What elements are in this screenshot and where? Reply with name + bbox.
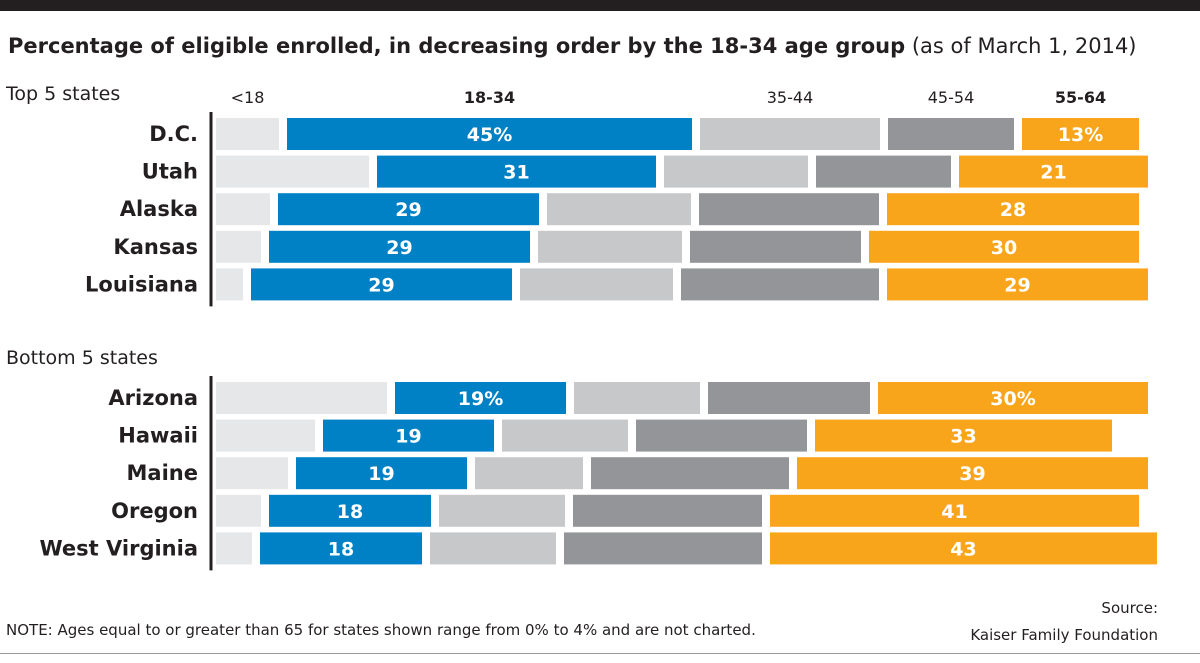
data-label-hawaii-55-64: 33 <box>950 426 976 448</box>
bar-d-c-18 <box>216 118 279 150</box>
top-rule <box>0 0 1200 11</box>
data-label-oregon-18-34: 18 <box>337 501 363 523</box>
bar-louisiana-55-64 <box>887 268 1148 301</box>
age-header-18: <18 <box>231 88 265 107</box>
data-label-d-c-18-34: 45% <box>467 124 512 146</box>
bar-kansas-18 <box>216 230 261 263</box>
bar-hawaii-35-44 <box>502 419 628 452</box>
age-header-45-54: 45-54 <box>928 88 975 107</box>
data-label-maine-55-64: 39 <box>959 463 985 485</box>
state-label-d-c: D.C. <box>149 122 198 146</box>
bar-arizona-55-64 <box>878 382 1148 414</box>
age-header-55-64: 55-64 <box>1055 88 1106 107</box>
source-heading: Source: <box>1101 599 1158 617</box>
data-label-arizona-18-34: 19% <box>458 388 503 410</box>
bar-maine-45-54 <box>591 457 789 490</box>
bar-utah-18 <box>216 155 369 188</box>
bar-hawaii-18 <box>216 419 315 452</box>
data-label-utah-18-34: 31 <box>503 162 529 184</box>
bar-louisiana-35-44 <box>520 268 673 301</box>
data-label-west-virginia-55-64: 43 <box>950 538 976 560</box>
bar-utah-55-64 <box>959 155 1148 188</box>
bar-d-c-45-54 <box>888 118 1014 150</box>
bar-utah-35-44 <box>664 155 808 188</box>
bar-maine-35-44 <box>475 457 583 490</box>
bar-alaska-45-54 <box>699 193 879 226</box>
group-label-bottom: Bottom 5 states <box>6 347 158 369</box>
source-name: Kaiser Family Foundation <box>970 626 1158 644</box>
data-label-louisiana-55-64: 29 <box>1004 274 1030 296</box>
bar-west-virginia-18-34 <box>260 532 422 565</box>
age-header-35-44: 35-44 <box>767 88 814 107</box>
bar-d-c-55-64 <box>1022 118 1139 150</box>
bar-hawaii-55-64 <box>815 419 1112 452</box>
bar-louisiana-45-54 <box>681 268 879 301</box>
bar-louisiana-18-34 <box>251 268 512 301</box>
bar-arizona-35-44 <box>574 382 700 414</box>
bar-arizona-18-34 <box>395 382 566 414</box>
state-label-oregon: Oregon <box>111 499 198 523</box>
data-label-louisiana-18-34: 29 <box>368 274 394 296</box>
group-label-top: Top 5 states <box>6 83 121 105</box>
data-label-hawaii-18-34: 19 <box>395 426 421 448</box>
state-label-alaska: Alaska <box>120 197 198 221</box>
title-main: Percentage of eligible enrolled, in decr… <box>8 34 906 58</box>
bar-maine-18 <box>216 457 288 490</box>
bar-arizona-45-54 <box>708 382 870 414</box>
bar-alaska-35-44 <box>547 193 691 226</box>
state-label-west-virginia: West Virginia <box>40 536 199 560</box>
bar-west-virginia-45-54 <box>564 532 762 565</box>
data-label-kansas-18-34: 29 <box>386 237 412 259</box>
bar-louisiana-18 <box>216 268 243 301</box>
title-sub: (as of March 1, 2014) <box>911 34 1137 58</box>
footnote: NOTE: Ages equal to or greater than 65 f… <box>6 621 756 639</box>
bar-maine-18-34 <box>296 457 467 490</box>
data-label-d-c-55-64: 13% <box>1058 124 1103 146</box>
bar-hawaii-18-34 <box>323 419 494 452</box>
source-credit: Source: Kaiser Family Foundation <box>970 595 1158 649</box>
bar-west-virginia-55-64 <box>770 532 1157 565</box>
bar-maine-55-64 <box>797 457 1148 490</box>
bar-d-c-18-34 <box>287 118 692 150</box>
bar-kansas-55-64 <box>869 230 1139 263</box>
data-label-oregon-55-64: 41 <box>941 501 967 523</box>
state-label-hawaii: Hawaii <box>118 424 198 448</box>
state-label-kansas: Kansas <box>113 235 198 259</box>
bar-oregon-18-34 <box>269 494 431 527</box>
bar-kansas-18-34 <box>269 230 530 263</box>
data-label-utah-55-64: 21 <box>1040 162 1066 184</box>
bar-kansas-45-54 <box>690 230 861 263</box>
bar-west-virginia-18 <box>216 532 252 565</box>
state-label-utah: Utah <box>142 160 198 184</box>
bottom-rule <box>0 653 1200 654</box>
data-label-alaska-18-34: 29 <box>395 199 421 221</box>
state-label-maine: Maine <box>127 461 198 485</box>
bar-oregon-45-54 <box>573 494 762 527</box>
data-label-alaska-55-64: 28 <box>1000 199 1026 221</box>
bar-arizona-18 <box>216 382 387 414</box>
bar-alaska-18-34 <box>278 193 539 226</box>
state-label-arizona: Arizona <box>108 386 198 410</box>
age-header-18-34: 18-34 <box>464 88 515 107</box>
data-label-west-virginia-18-34: 18 <box>328 538 354 560</box>
chart-title: Percentage of eligible enrolled, in decr… <box>8 34 1137 58</box>
bar-utah-45-54 <box>816 155 951 188</box>
bar-west-virginia-35-44 <box>430 532 556 565</box>
data-label-maine-18-34: 19 <box>368 463 394 485</box>
bar-oregon-55-64 <box>770 494 1139 527</box>
bar-hawaii-45-54 <box>636 419 807 452</box>
data-label-kansas-55-64: 30 <box>991 237 1017 259</box>
bar-alaska-55-64 <box>887 193 1139 226</box>
data-label-arizona-55-64: 30% <box>990 388 1035 410</box>
bar-oregon-35-44 <box>439 494 565 527</box>
bar-oregon-18 <box>216 494 261 527</box>
stacked-bar-chart: <18 18-34 35-44 45-54 55-64 D.C. 45% 13% Utah 31 2… <box>40 88 1157 571</box>
bar-alaska-18 <box>216 193 270 226</box>
bar-utah-18-34 <box>377 155 656 188</box>
bar-d-c-35-44 <box>700 118 880 150</box>
state-label-louisiana: Louisiana <box>85 272 198 296</box>
bar-kansas-35-44 <box>538 230 682 263</box>
